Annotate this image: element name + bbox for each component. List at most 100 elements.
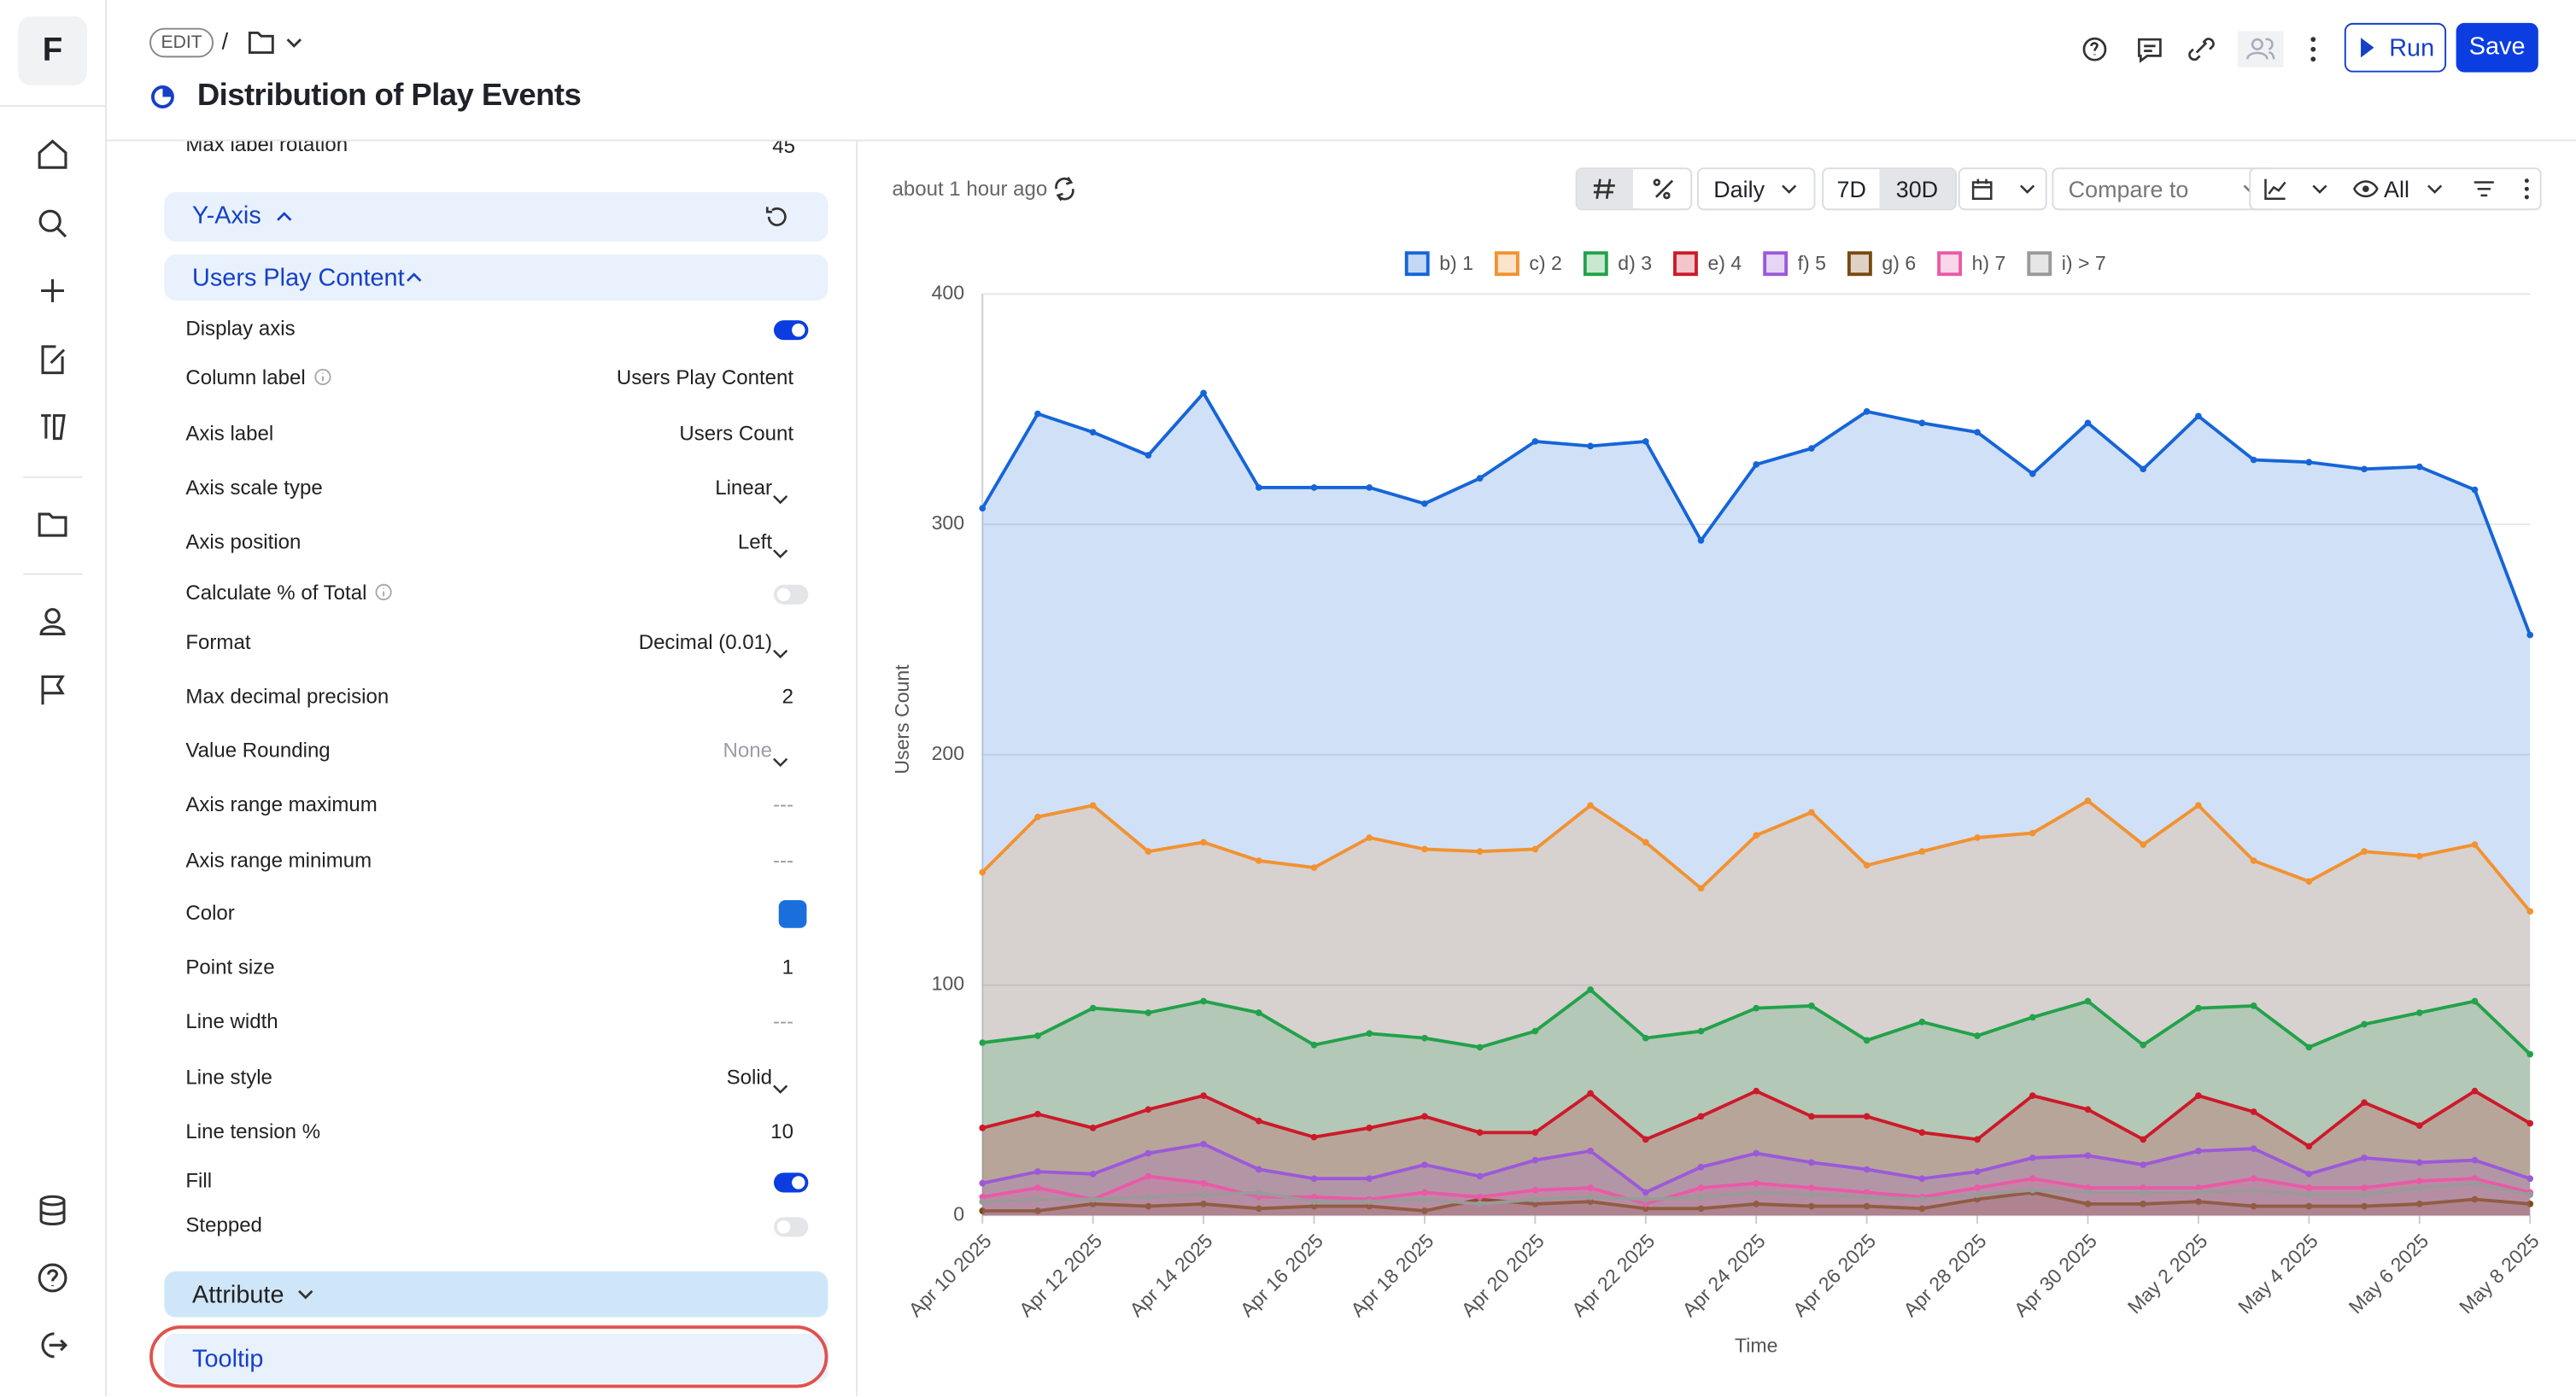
- x-tick-label: Apr 14 2025: [1125, 1230, 1216, 1321]
- data-point: [1421, 1113, 1428, 1120]
- chart-options[interactable]: All: [2249, 167, 2542, 211]
- breadcrumb-separator: /: [221, 27, 229, 55]
- chevron-down: [772, 639, 788, 659]
- setting-value[interactable]: Decimal (0.01): [638, 630, 773, 654]
- user-icon[interactable]: [34, 603, 70, 639]
- setting-label: Axis label: [185, 422, 274, 446]
- visibility-label[interactable]: All: [2383, 175, 2409, 202]
- chart-style-icon[interactable]: [2264, 178, 2346, 201]
- logout-icon[interactable]: [34, 1327, 70, 1363]
- x-tick-label: Apr 22 2025: [1567, 1230, 1659, 1321]
- data-point: [1476, 1043, 1484, 1051]
- data-point: [2084, 1106, 2092, 1114]
- flag-icon[interactable]: [34, 672, 70, 708]
- info-icon[interactable]: [375, 583, 393, 601]
- data-point: [2415, 1122, 2423, 1130]
- data-point: [1918, 1205, 1926, 1213]
- folder-icon[interactable]: [34, 506, 70, 541]
- setting-value[interactable]: None: [723, 739, 773, 763]
- lab-icon[interactable]: [34, 409, 70, 445]
- date-picker[interactable]: [1958, 167, 2047, 211]
- range-short[interactable]: 7D: [1836, 175, 1866, 202]
- legend-item: b) 1: [1404, 251, 1473, 277]
- data-point: [1200, 997, 1207, 1005]
- database-icon[interactable]: [34, 1192, 70, 1228]
- toggle[interactable]: [773, 584, 809, 605]
- help-icon[interactable]: [34, 1260, 70, 1295]
- data-point: [1753, 461, 1760, 468]
- data-point: [2471, 841, 2479, 848]
- data-point: [1642, 1201, 1649, 1207]
- setting-value[interactable]: ---: [773, 1009, 794, 1033]
- tooltip-section[interactable]: Tooltip: [164, 1333, 828, 1383]
- setting-label: Value Rounding: [185, 739, 331, 763]
- setting-label: Stepped: [185, 1213, 262, 1237]
- data-point: [1642, 1034, 1649, 1042]
- setting-value[interactable]: 10: [770, 1119, 794, 1143]
- data-point: [2305, 1184, 2313, 1191]
- setting-value[interactable]: ---: [773, 793, 794, 816]
- toggle[interactable]: [773, 1172, 809, 1193]
- color-swatch[interactable]: [778, 900, 807, 928]
- add-icon[interactable]: [34, 272, 70, 308]
- range-long[interactable]: 30D: [1895, 175, 1939, 202]
- attribute-section[interactable]: Attribute: [164, 1271, 828, 1318]
- legend-label: h) 7: [1972, 252, 2006, 274]
- setting-value[interactable]: Solid: [726, 1066, 773, 1090]
- header-icons[interactable]: [2078, 31, 2341, 67]
- logo[interactable]: F: [18, 16, 87, 86]
- legend-swatch: [1404, 251, 1430, 277]
- data-point: [1697, 885, 1705, 892]
- home-icon[interactable]: [34, 137, 70, 172]
- x-tick-label: Apr 20 2025: [1457, 1230, 1549, 1321]
- toolbar-icons[interactable]: [2425, 178, 2540, 201]
- data-point: [1974, 429, 1981, 436]
- data-point: [1255, 1166, 1262, 1173]
- data-point: [2361, 1202, 2368, 1210]
- data-point: [1476, 1193, 1484, 1201]
- setting-value[interactable]: Users Play Content: [616, 365, 794, 389]
- data-point: [2415, 852, 2423, 860]
- range-toggle[interactable]: 7D 30D: [1822, 167, 1957, 211]
- setting-value[interactable]: Linear: [715, 476, 773, 500]
- subsection-header[interactable]: Users Play Content: [164, 254, 828, 301]
- setting-value[interactable]: Users Count: [679, 422, 794, 446]
- save-button[interactable]: Save: [2456, 22, 2538, 73]
- data-point: [979, 1039, 986, 1046]
- compare-select[interactable]: Compare to: [2052, 167, 2277, 211]
- setting-value[interactable]: ---: [773, 849, 794, 873]
- legend-item: c) 2: [1494, 251, 1562, 277]
- toggle[interactable]: [773, 320, 809, 341]
- info-icon[interactable]: [313, 368, 331, 386]
- data-point: [2029, 1014, 2036, 1021]
- run-button[interactable]: Run: [2344, 22, 2447, 73]
- y-axis-title: Users Count: [891, 664, 913, 774]
- interval-select[interactable]: Daily: [1696, 167, 1816, 211]
- data-point: [1089, 1004, 1097, 1012]
- y-tick-label: 0: [953, 1202, 964, 1225]
- data-point: [2250, 1186, 2257, 1194]
- folder-picker[interactable]: [248, 28, 307, 58]
- toggle[interactable]: [773, 1217, 809, 1237]
- data-point: [1642, 438, 1649, 445]
- legend: b) 1 c) 2 d) 3 e) 4 f) 5 g) 6 h) 7 i) > 7: [1404, 251, 2106, 277]
- setting-value[interactable]: 1: [782, 956, 794, 979]
- reset-icon[interactable]: [764, 204, 790, 231]
- setting-value[interactable]: Left: [737, 530, 773, 554]
- data-point: [2415, 1159, 2423, 1166]
- data-point: [1200, 1092, 1207, 1099]
- data-point: [979, 1198, 986, 1206]
- refresh-icon[interactable]: [1051, 174, 1078, 204]
- search-icon[interactable]: [34, 205, 70, 241]
- setting-value[interactable]: 2: [782, 685, 794, 709]
- y-tick-label: 200: [932, 742, 965, 764]
- edit-icon[interactable]: [34, 342, 70, 377]
- value-mode-toggle[interactable]: [1575, 167, 1693, 211]
- section-header[interactable]: Y-Axis: [164, 192, 828, 242]
- mode-icons: [1593, 178, 1674, 200]
- eye-icon: [2352, 180, 2379, 198]
- run-label: Run: [2389, 34, 2435, 63]
- edit-badge[interactable]: EDIT: [149, 27, 214, 58]
- data-point: [1255, 1205, 1262, 1213]
